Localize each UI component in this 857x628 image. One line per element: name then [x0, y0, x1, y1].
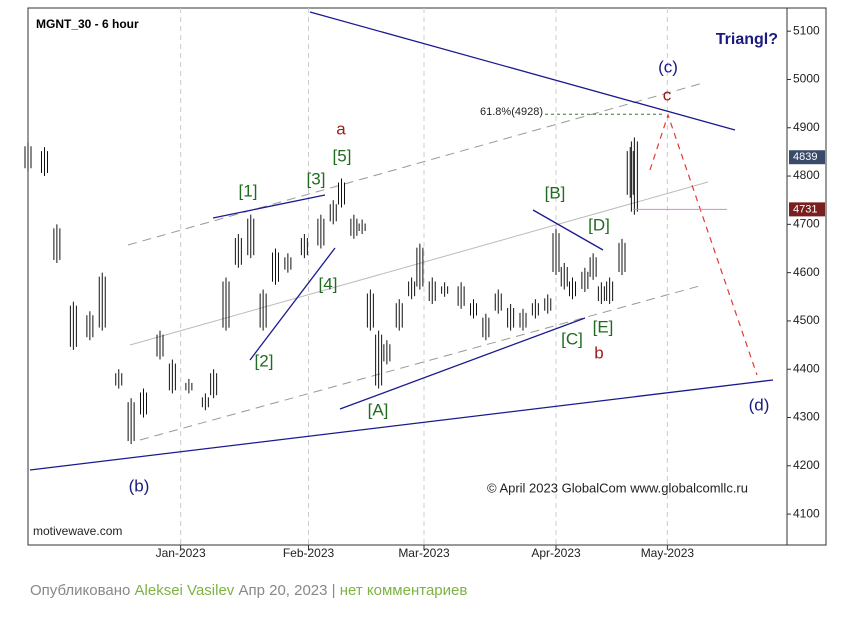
- comments-link[interactable]: нет комментариев: [339, 582, 468, 599]
- trend-line: [249, 247, 336, 361]
- footer-prefix: Опубликовано: [30, 582, 131, 599]
- price-tag-label: 4731: [793, 203, 817, 215]
- y-tick-label: 4500: [793, 313, 820, 327]
- subtitle: Triangl?: [716, 31, 778, 48]
- channel-upper: [127, 82, 704, 246]
- wave-label: [5]: [333, 146, 352, 165]
- wave-label: [2]: [255, 351, 274, 370]
- wave-label: [C]: [561, 329, 583, 348]
- chart: MGNT_30 - 6 hour Triangl? © April 2023 G…: [24, 7, 827, 560]
- y-tick-label: 5000: [793, 72, 820, 86]
- x-tick-label: May-2023: [641, 546, 695, 560]
- source: motivewave.com: [33, 524, 122, 538]
- wave-label: [3]: [307, 169, 326, 188]
- triangle-upper: [309, 11, 736, 131]
- author-link[interactable]: Aleksei Vasilev: [134, 582, 235, 599]
- wave-label: [1]: [239, 181, 258, 200]
- y-tick-label: 4600: [793, 265, 820, 279]
- x-tick-label: Apr-2023: [531, 546, 581, 560]
- y-tick-label: 4200: [793, 458, 820, 472]
- triangle-lower: [29, 379, 774, 471]
- chart-title: MGNT_30 - 6 hour: [36, 17, 139, 31]
- trend-line: [212, 194, 326, 219]
- y-tick-label: 4100: [793, 506, 820, 520]
- x-tick-label: Feb-2023: [283, 546, 335, 560]
- fib-label: 61.8%(4928): [480, 106, 543, 118]
- y-tick-label: 4900: [793, 120, 820, 134]
- copyright: © April 2023 GlobalCom www.globalcomllc.…: [487, 480, 748, 495]
- x-tick-label: Mar-2023: [398, 546, 450, 560]
- footer: Опубликовано Aleksei Vasilev Апр 20, 202…: [30, 582, 467, 599]
- wave-label: (c): [658, 57, 678, 76]
- price-tag-label: 4839: [793, 151, 817, 163]
- wave-label: (b): [129, 476, 150, 495]
- price-axis: [786, 7, 827, 546]
- y-tick-label: 4300: [793, 410, 820, 424]
- wave-label: [A]: [368, 400, 389, 419]
- wave-label: b: [594, 343, 603, 362]
- wave-label: (d): [749, 395, 770, 414]
- trend-line: [339, 317, 586, 410]
- x-tick-label: Jan-2023: [156, 546, 206, 560]
- wave-label: a: [336, 119, 346, 138]
- y-tick-label: 4800: [793, 168, 820, 182]
- wave-label: [E]: [593, 317, 614, 336]
- y-tick-label: 4400: [793, 361, 820, 375]
- projection: [649, 113, 758, 376]
- plot-frame: [27, 7, 788, 546]
- wave-label: [B]: [545, 183, 566, 202]
- y-tick-label: 5100: [793, 23, 820, 37]
- separator: |: [331, 582, 336, 599]
- wave-label: c: [663, 85, 672, 104]
- wave-label: [D]: [588, 215, 610, 234]
- date: Апр 20, 2023: [238, 582, 328, 599]
- y-tick-label: 4700: [793, 217, 820, 231]
- channel-lower: [139, 284, 704, 441]
- price-tag: [789, 150, 825, 165]
- wave-label: [4]: [319, 274, 338, 293]
- trend-line: [532, 209, 604, 251]
- price-tag: [789, 202, 825, 217]
